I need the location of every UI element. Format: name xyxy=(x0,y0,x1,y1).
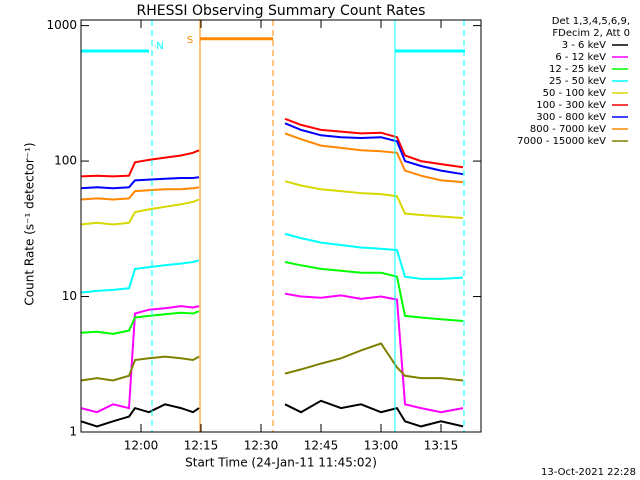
marker-label: S xyxy=(187,35,193,46)
legend-label: 25 - 50 keV xyxy=(549,76,606,87)
legend-label: 7000 - 15000 keV xyxy=(517,136,606,147)
series-line xyxy=(80,122,464,190)
y-tick-label: 100 xyxy=(54,154,77,168)
series-line xyxy=(80,261,464,335)
x-tick-label: 13:15 xyxy=(424,439,459,453)
y-tick-label: 1 xyxy=(69,425,77,439)
series-line xyxy=(80,180,464,226)
legend-header: Det 1,3,4,5,6,9, xyxy=(552,16,630,27)
series-line xyxy=(80,232,464,294)
legend-label: 100 - 300 keV xyxy=(536,100,606,111)
plot-frame xyxy=(80,19,482,433)
series-line xyxy=(80,399,464,428)
series-line xyxy=(80,292,464,414)
legend-label: 800 - 7000 keV xyxy=(530,124,606,135)
legend-label: 12 - 25 keV xyxy=(549,64,606,75)
x-tick-label: 12:45 xyxy=(304,439,339,453)
x-tick-label: 12:15 xyxy=(184,439,219,453)
y-tick-label: 10 xyxy=(62,289,77,303)
y-tick-label: 1000 xyxy=(46,18,77,32)
x-tick-label: 12:30 xyxy=(244,439,279,453)
x-tick-label: 12:00 xyxy=(124,439,159,453)
y-axis-label: Count Rate (s⁻¹ detector⁻¹) xyxy=(23,142,37,305)
legend-label: 50 - 100 keV xyxy=(543,88,607,99)
chart-title: RHESSI Observing Summary Count Rates xyxy=(137,3,426,19)
legend-label: 6 - 12 keV xyxy=(555,52,606,63)
legend-label: 300 - 800 keV xyxy=(536,112,606,123)
legend-header: FDecim 2, Att 0 xyxy=(552,28,630,39)
x-axis-label: Start Time (24-Jan-11 11:45:02) xyxy=(185,456,377,470)
x-tick-label: 13:00 xyxy=(364,439,399,453)
series-line xyxy=(80,342,464,382)
series-line xyxy=(80,117,464,178)
footer: 13-Oct-2021 22:28 xyxy=(541,467,636,478)
legend-label: 3 - 6 keV xyxy=(562,40,606,51)
marker-label: N xyxy=(156,41,163,52)
series-line xyxy=(80,132,464,201)
